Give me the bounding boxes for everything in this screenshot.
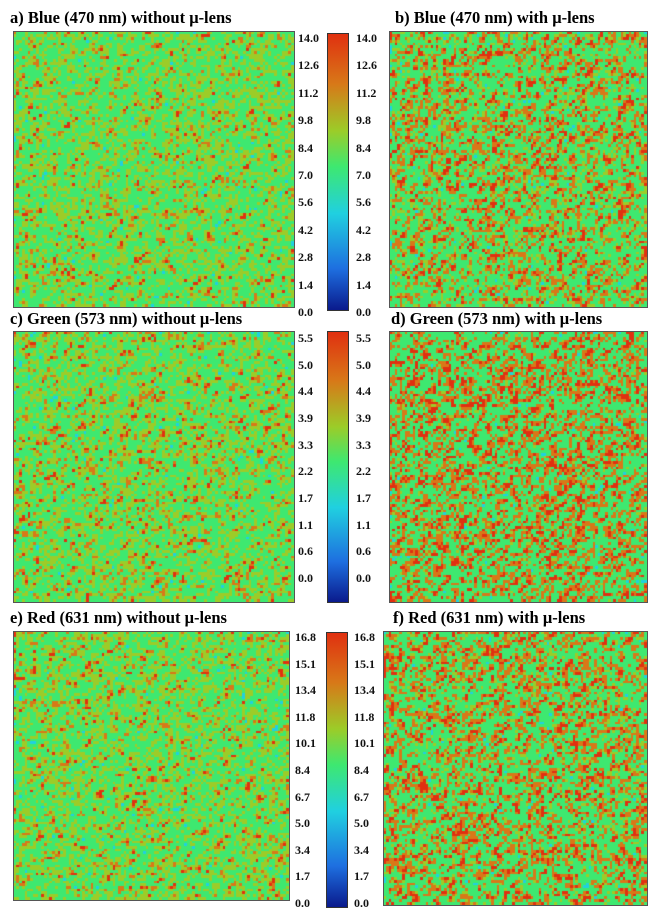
colorbar-tick-right: 1.1 bbox=[356, 517, 371, 532]
colorbar-tick-left: 11.2 bbox=[298, 85, 319, 100]
panel-d-title: d) Green (573 nm) with μ-lens bbox=[391, 309, 603, 328]
colorbar-tick-left: 12.6 bbox=[298, 58, 319, 73]
colorbar-tick-left: 2.2 bbox=[298, 464, 313, 479]
colorbar-tick-right: 5.0 bbox=[356, 357, 371, 372]
colorbar-tick-left: 5.6 bbox=[298, 195, 313, 210]
colorbar-tick-left: 0.6 bbox=[298, 544, 313, 559]
colorbar-tick-left: 3.3 bbox=[298, 437, 313, 452]
colorbar-tick-right: 11.8 bbox=[354, 709, 375, 724]
colorbar-tick-right: 10.1 bbox=[354, 736, 375, 751]
colorbar-tick-left: 0.0 bbox=[295, 896, 310, 910]
colorbar-tick-left: 2.8 bbox=[298, 250, 313, 265]
colorbar-tick-right: 1.4 bbox=[356, 277, 371, 292]
colorbar-tick-right: 1.7 bbox=[356, 491, 371, 505]
colorbar-tick-left: 10.1 bbox=[295, 736, 316, 751]
colorbar-tick-right: 0.0 bbox=[356, 305, 371, 319]
colorbar-tick-right: 4.2 bbox=[356, 222, 371, 237]
colorbar-tick-left: 4.4 bbox=[298, 384, 313, 399]
colorbar-tick-left: 13.4 bbox=[295, 683, 316, 698]
colorbar-tick-right: 1.7 bbox=[354, 869, 369, 884]
colorbar-tick-right: 14.0 bbox=[356, 31, 377, 45]
heatmap-b bbox=[389, 31, 648, 308]
colorbar-tick-right: 5.6 bbox=[356, 195, 371, 210]
colorbar-tick-right: 8.4 bbox=[356, 140, 371, 155]
colorbar-blue bbox=[327, 33, 349, 311]
colorbar-tick-right: 15.1 bbox=[354, 656, 375, 671]
colorbar-tick-right: 5.5 bbox=[356, 331, 371, 345]
panel-f-title: f) Red (631 nm) with μ-lens bbox=[393, 608, 586, 627]
colorbar-tick-left: 1.1 bbox=[298, 517, 313, 532]
heatmap-d-canvas bbox=[390, 332, 647, 602]
colorbar-tick-left: 5.0 bbox=[295, 816, 310, 831]
heatmap-b-canvas bbox=[390, 32, 647, 307]
heatmap-e-canvas bbox=[14, 632, 289, 900]
colorbar-tick-right: 2.8 bbox=[356, 250, 371, 265]
colorbar-green bbox=[327, 331, 349, 603]
colorbar-tick-left: 6.7 bbox=[295, 789, 310, 804]
colorbar-tick-left: 3.4 bbox=[295, 842, 310, 857]
heatmap-d bbox=[389, 331, 648, 603]
heatmap-e bbox=[13, 631, 290, 901]
colorbar-tick-left: 15.1 bbox=[295, 656, 316, 671]
colorbar-tick-left: 11.8 bbox=[295, 709, 316, 724]
colorbar-tick-right: 3.3 bbox=[356, 437, 371, 452]
colorbar-tick-right: 5.0 bbox=[354, 816, 369, 831]
colorbar-tick-right: 3.4 bbox=[354, 842, 369, 857]
heatmap-c bbox=[13, 331, 295, 603]
colorbar-tick-left: 0.0 bbox=[298, 571, 313, 585]
colorbar-tick-left: 1.7 bbox=[295, 869, 310, 884]
colorbar-tick-left: 3.9 bbox=[298, 411, 313, 425]
panel-c-title: c) Green (573 nm) without μ-lens bbox=[10, 309, 243, 328]
heatmap-a-canvas bbox=[14, 32, 294, 307]
colorbar-tick-right: 7.0 bbox=[356, 168, 371, 182]
colorbar-tick-right: 0.6 bbox=[356, 544, 371, 559]
colorbar-tick-left: 14.0 bbox=[298, 31, 319, 45]
colorbar-tick-left: 9.8 bbox=[298, 113, 313, 128]
colorbar-tick-right: 0.0 bbox=[354, 896, 369, 910]
panel-e-title: e) Red (631 nm) without μ-lens bbox=[10, 608, 227, 627]
heatmap-f bbox=[383, 631, 648, 906]
panel-a-title: a) Blue (470 nm) without μ-lens bbox=[10, 8, 232, 27]
colorbar-tick-right: 9.8 bbox=[356, 113, 371, 128]
colorbar-tick-right: 13.4 bbox=[354, 683, 375, 698]
colorbar-tick-right: 4.4 bbox=[356, 384, 371, 399]
colorbar-tick-right: 8.4 bbox=[354, 763, 369, 777]
colorbar-tick-left: 8.4 bbox=[295, 763, 310, 777]
colorbar-tick-right: 3.9 bbox=[356, 411, 371, 425]
heatmap-a bbox=[13, 31, 295, 308]
colorbar-tick-left: 8.4 bbox=[298, 140, 313, 155]
colorbar-tick-right: 0.0 bbox=[356, 571, 371, 585]
heatmap-c-canvas bbox=[14, 332, 294, 602]
colorbar-tick-left: 5.0 bbox=[298, 357, 313, 372]
colorbar-red bbox=[326, 632, 348, 908]
colorbar-tick-left: 7.0 bbox=[298, 168, 313, 182]
colorbar-tick-left: 5.5 bbox=[298, 331, 313, 345]
colorbar-tick-left: 0.0 bbox=[298, 305, 313, 319]
heatmap-f-canvas bbox=[384, 632, 647, 905]
colorbar-tick-right: 2.2 bbox=[356, 464, 371, 479]
colorbar-tick-left: 1.7 bbox=[298, 491, 313, 505]
colorbar-tick-right: 6.7 bbox=[354, 789, 369, 804]
colorbar-tick-right: 16.8 bbox=[354, 630, 375, 644]
colorbar-tick-right: 12.6 bbox=[356, 58, 377, 73]
colorbar-tick-left: 16.8 bbox=[295, 630, 316, 644]
panel-b-title: b) Blue (470 nm) with μ-lens bbox=[395, 8, 595, 27]
colorbar-tick-right: 11.2 bbox=[356, 85, 377, 100]
colorbar-tick-left: 1.4 bbox=[298, 277, 313, 292]
colorbar-tick-left: 4.2 bbox=[298, 222, 313, 237]
